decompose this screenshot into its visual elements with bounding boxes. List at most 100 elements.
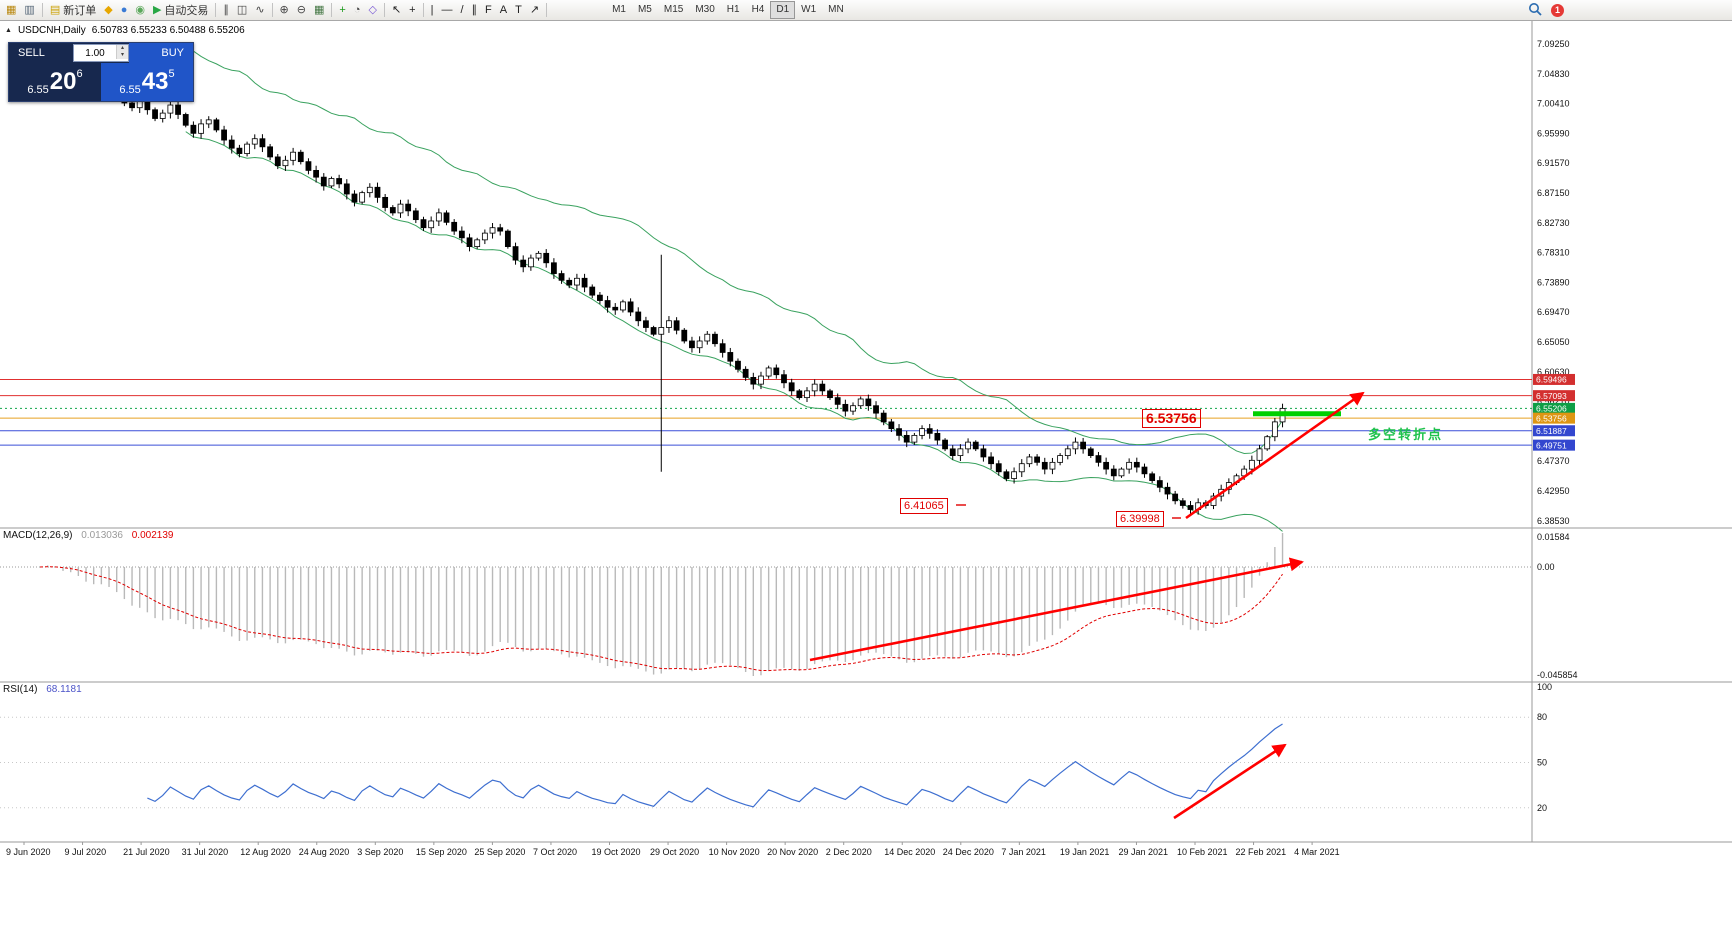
candle-body <box>1149 473 1156 481</box>
candle-body <box>781 374 787 384</box>
cursor-tool-button[interactable]: ↖ <box>388 1 405 19</box>
candle-body <box>190 124 197 134</box>
zoom-in-button[interactable]: ⊕ <box>276 1 293 19</box>
candle-body <box>1110 468 1117 477</box>
volume-step-down-button[interactable]: ▾ <box>116 52 128 59</box>
timeframe-button-d1[interactable]: D1 <box>770 1 796 19</box>
time-axis-label: 12 Aug 2020 <box>240 847 291 857</box>
line-icon: ∿ <box>255 3 265 16</box>
candle-body <box>926 428 933 434</box>
timeframe-button-w1[interactable]: W1 <box>801 4 817 15</box>
toolbar-separator <box>546 3 548 17</box>
candle-body <box>374 186 381 198</box>
candle-body <box>704 333 711 342</box>
indicators-button[interactable]: + <box>335 1 349 19</box>
text-icon: A <box>499 3 508 16</box>
timeframe-button-m5[interactable]: M5 <box>637 4 652 15</box>
sell-price-small: 6.55 <box>27 84 49 96</box>
fibonacci-tool-button[interactable]: F <box>481 1 496 19</box>
candle-body <box>481 232 488 241</box>
candle-body <box>443 212 450 223</box>
tile-windows-button[interactable]: ▦ <box>310 1 328 19</box>
candle-body <box>1018 463 1025 473</box>
help-button[interactable]: ◉ <box>131 1 149 19</box>
candle-body <box>558 273 565 281</box>
candle-body <box>336 178 343 185</box>
candle-body <box>735 360 741 370</box>
chart-title: ▲ USDCNH,Daily 6.50783 6.55233 6.50488 6… <box>5 25 245 36</box>
candle-body <box>942 439 948 450</box>
time-axis-label: 24 Dec 2020 <box>943 847 994 857</box>
candle-body <box>129 102 135 109</box>
price-axis-label: 6.95990 <box>1537 128 1570 138</box>
volume-input[interactable] <box>74 45 116 61</box>
volume-step-up-button[interactable]: ▴ <box>116 45 128 52</box>
candle-body <box>811 383 818 392</box>
crosshair-tool-button[interactable]: + <box>405 1 419 19</box>
volume-cell: ▴ ▾ <box>73 43 129 63</box>
toolbar-separator <box>383 3 385 17</box>
buy-price[interactable]: 6.55 43 5 <box>101 63 193 101</box>
candle-body <box>1095 455 1102 463</box>
price-axis-label: 6.91570 <box>1537 158 1570 168</box>
candle-body <box>589 286 596 296</box>
trendline-icon: / <box>460 3 464 16</box>
mql-market-button[interactable]: ◆ <box>100 1 116 19</box>
autotrade-button[interactable]: ▶ 自动交易 <box>149 1 212 19</box>
chart-ohlc-values: 6.50783 6.55233 6.50488 6.55206 <box>91 25 245 36</box>
trendline-tool-button[interactable]: / <box>456 1 467 19</box>
candle-body <box>788 382 795 392</box>
sell-button[interactable]: SELL <box>9 43 73 63</box>
time-axis-label: 25 Sep 2020 <box>474 847 525 857</box>
candle-body <box>520 259 527 268</box>
price-axis-label: 6.69470 <box>1537 307 1570 317</box>
time-axis-label: 29 Jan 2021 <box>1118 847 1168 857</box>
new-order-button[interactable]: ▤ 新订单 <box>46 1 100 19</box>
candle-body <box>451 221 458 232</box>
macd-trend-arrow <box>809 557 1304 662</box>
line-chart-type-button[interactable]: ∿ <box>251 1 268 19</box>
price-tag <box>1533 439 1575 451</box>
candle-body <box>328 178 335 187</box>
macd-signal-line <box>39 566 1283 672</box>
channel-tool-button[interactable]: ∥ <box>468 1 482 19</box>
rsi-indicator-label-row: RSI(14) 68.1181 <box>3 684 88 695</box>
timeframe-button-m1[interactable]: M1 <box>612 4 626 15</box>
candle-chart-type-button[interactable]: ◫ <box>233 1 251 19</box>
templates-button[interactable]: ◇ <box>364 1 380 19</box>
bar-chart-type-button[interactable]: ∥ <box>219 1 233 19</box>
text-tool-button[interactable]: A <box>496 1 511 19</box>
vertical-line-tool-button[interactable]: | <box>427 1 438 19</box>
notification-badge[interactable]: 1 <box>1551 3 1564 17</box>
timeframe-button-h4[interactable]: H4 <box>751 4 765 15</box>
zoom-out-button[interactable]: ⊖ <box>293 1 310 19</box>
profiles-button[interactable]: ▥ <box>20 1 38 19</box>
buy-button[interactable]: BUY <box>129 43 193 63</box>
community-button[interactable]: ● <box>117 1 132 19</box>
time-axis-label: 10 Nov 2020 <box>709 847 760 857</box>
macd-scale-bottom: -0.045854 <box>1537 670 1578 680</box>
price-tag-label: 6.59496 <box>1536 375 1567 385</box>
macd-scale-zero: 0.00 <box>1537 562 1555 572</box>
timeframe-button-mn[interactable]: MN <box>828 4 844 15</box>
candle-body <box>1072 441 1079 450</box>
timeframe-button-m15[interactable]: M15 <box>663 4 684 15</box>
arrow-tool-button[interactable]: ↗ <box>526 1 543 19</box>
candle-body <box>804 390 810 399</box>
candle-body <box>911 434 918 443</box>
horizontal-line-tool-button[interactable]: — <box>437 1 456 19</box>
candle-body <box>1041 461 1048 470</box>
candle-body <box>819 383 826 392</box>
trade-panel-prices-row: 6.55 20 6 6.55 43 5 <box>9 63 193 101</box>
timeframe-button-h1[interactable]: H1 <box>726 4 740 15</box>
time-periods-button[interactable]: ◔ <box>350 1 365 19</box>
candle-body <box>612 306 619 311</box>
label-tool-button[interactable]: T <box>511 1 526 19</box>
candle-body <box>244 143 250 154</box>
candle-body <box>389 207 396 214</box>
sell-price[interactable]: 6.55 20 6 <box>9 63 101 101</box>
new-chart-button[interactable]: ▦ <box>2 1 20 19</box>
search-icon[interactable] <box>1528 2 1542 19</box>
timeframe-button-m30[interactable]: M30 <box>695 4 715 15</box>
